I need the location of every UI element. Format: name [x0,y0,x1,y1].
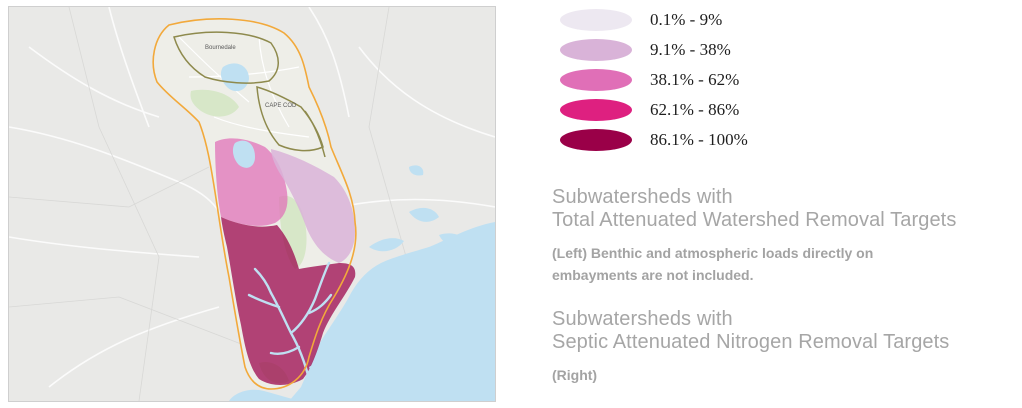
legend-swatch-9-1-38 [560,39,632,61]
estuary-ponds [220,63,331,379]
legend-label-38-1-62: 38.1% - 62% [650,70,740,89]
legend-item: 62.1% - 86% [560,96,800,126]
map-panel[interactable]: Bournedale CAPE COD [8,6,496,402]
pond-upper [232,140,255,168]
legend-label-0-1-9: 0.1% - 9% [650,10,723,29]
subwatershed-9-38[interactable] [271,149,355,263]
place-label-cape-cod: CAPE COD [265,103,297,109]
legend-label-62-1-86: 62.1% - 86% [650,100,740,119]
legend: 0.1% - 9% 9.1% - 38% 38.1% - 62% 62.1% -… [560,6,800,156]
section-septic-attenuated: Subwatersheds with Septic Attenuated Nit… [552,308,1014,386]
harbor-mouth [309,362,331,379]
section2-title-line2: Septic Attenuated Nitrogen Removal Targe… [552,331,950,353]
legend-swatch-62-1-86 [560,99,632,121]
estuary-channels [247,261,333,381]
bay-3 [439,233,467,247]
legend-item: 9.1% - 38% [560,36,800,66]
map-canvas[interactable]: Bournedale CAPE COD [9,7,495,401]
subwatershed-38-62[interactable] [215,138,288,226]
open-space-2 [279,195,307,269]
subwatersheds[interactable] [215,138,356,385]
open-space-1 [190,89,239,117]
background-boundaries [9,7,410,401]
section1-title-line1: Subwatersheds with [552,186,733,208]
ocean [289,222,495,401]
legend-item: 0.1% - 9% [560,6,800,36]
section1-title-line2: Total Attenuated Watershed Removal Targe… [552,209,957,231]
legend-swatch-0-1-9 [560,9,632,31]
subwatershed-86-100[interactable] [221,217,356,385]
study-area-outline [152,18,357,390]
place-label-bournedale: Bournedale [205,45,236,51]
bay-2 [409,207,439,222]
legend-swatch-86-1-100 [560,129,632,151]
section-total-attenuated: Subwatersheds with Total Attenuated Wate… [552,186,1014,286]
legend-item: 86.1% - 100% [560,126,800,156]
section1-note: (Left) Benthic and atmospheric loads dir… [552,245,874,283]
legend-label-86-1-100: 86.1% - 100% [650,130,748,149]
shore-water [229,389,301,401]
legend-label-9-1-38: 9.1% - 38% [650,40,731,59]
pond-2 [409,165,424,176]
legend-item: 38.1% - 62% [560,66,800,96]
section2-title-line1: Subwatersheds with [552,308,733,330]
subwatershed-outlines [173,31,326,158]
bay-4 [381,267,411,281]
legend-swatch-38-1-62 [560,69,632,91]
pond-north [220,63,249,92]
section2-note: (Right) [552,367,598,383]
bay-1 [369,238,404,252]
